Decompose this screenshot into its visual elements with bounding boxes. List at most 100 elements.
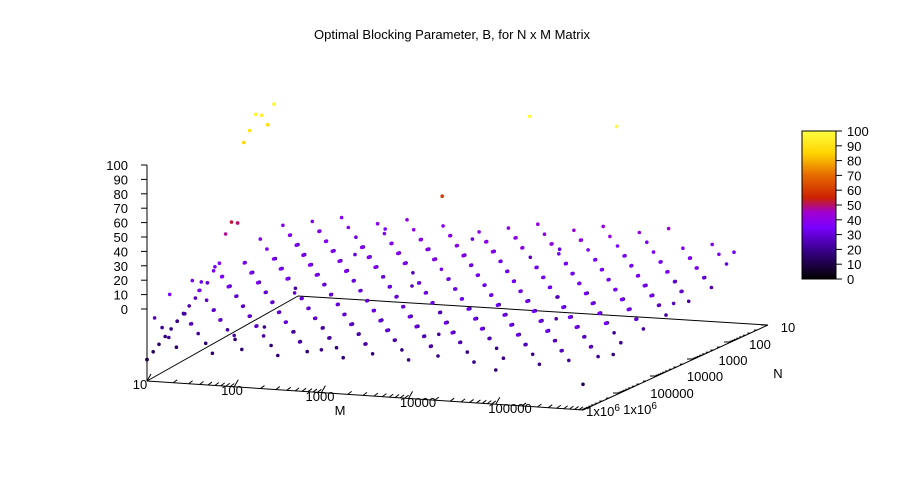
z-tick-label: 100 xyxy=(106,158,128,173)
data-point xyxy=(328,292,333,297)
n-tick-label: 10000 xyxy=(687,369,723,384)
data-point xyxy=(356,332,361,337)
data-point xyxy=(567,358,571,363)
data-point xyxy=(291,330,295,334)
data-point xyxy=(363,342,367,346)
data-point xyxy=(537,362,542,367)
data-point xyxy=(364,299,369,303)
data-point xyxy=(686,299,691,304)
data-point xyxy=(370,352,375,356)
data-point xyxy=(614,124,619,129)
data-point xyxy=(258,237,263,241)
data-point xyxy=(649,294,653,298)
data-point xyxy=(188,322,193,326)
data-point xyxy=(226,284,231,289)
data-point xyxy=(518,289,522,294)
data-point xyxy=(400,348,404,352)
data-point xyxy=(225,328,230,332)
data-point xyxy=(709,285,714,290)
z-tick-label: 20 xyxy=(114,273,128,288)
m-tick-label: 10 xyxy=(133,377,147,392)
data-point xyxy=(342,312,346,317)
data-point xyxy=(270,300,274,305)
data-point xyxy=(541,275,545,280)
data-point xyxy=(658,260,662,264)
data-point xyxy=(583,291,588,296)
data-point xyxy=(441,224,445,228)
data-point xyxy=(299,296,304,301)
m-tick-mark xyxy=(320,385,326,393)
z-tick-label: 80 xyxy=(114,187,128,202)
data-point xyxy=(297,340,302,344)
data-point xyxy=(307,263,312,267)
data-point xyxy=(502,313,507,317)
data-point xyxy=(407,315,412,319)
chart-title: Optimal Blocking Parameter, B, for N x M… xyxy=(314,27,590,42)
colorbar-tick-label: 40 xyxy=(847,213,861,228)
n-tick-label: 1x106 xyxy=(623,401,657,417)
data-point xyxy=(531,309,536,314)
m-tick-mark xyxy=(460,398,466,403)
data-point xyxy=(428,344,433,349)
data-point xyxy=(322,282,326,287)
data-point xyxy=(278,267,283,271)
data-point xyxy=(211,308,216,313)
z-tick-label: 30 xyxy=(114,259,128,274)
data-point xyxy=(335,302,340,307)
data-point xyxy=(597,311,601,316)
data-point xyxy=(494,368,498,372)
m-tick-mark xyxy=(382,393,387,398)
data-point xyxy=(599,268,604,272)
m-tick-mark xyxy=(476,399,481,404)
m-tick-mark xyxy=(404,394,409,399)
data-point xyxy=(717,252,721,257)
data-point xyxy=(439,267,444,272)
data-point xyxy=(314,273,319,277)
data-point xyxy=(606,278,610,282)
data-point xyxy=(450,331,455,335)
data-point xyxy=(383,227,388,231)
n-tick-label: 100 xyxy=(749,337,771,352)
data-point xyxy=(523,342,527,347)
m-tick-mark xyxy=(388,393,394,398)
data-point xyxy=(263,290,268,295)
data-point xyxy=(242,261,247,265)
data-point xyxy=(487,336,491,341)
colorbar-tick-label: 80 xyxy=(847,154,861,169)
data-point xyxy=(586,248,590,252)
data-point xyxy=(323,239,328,244)
data-point xyxy=(320,326,325,330)
data-point xyxy=(440,194,445,198)
data-point xyxy=(353,252,357,257)
data-point xyxy=(218,318,222,322)
data-point xyxy=(281,223,285,228)
data-point xyxy=(261,334,266,338)
data-point xyxy=(588,345,593,349)
data-point xyxy=(310,219,315,224)
m-tick-mark xyxy=(260,385,265,389)
data-point xyxy=(174,345,179,350)
data-point xyxy=(506,226,511,230)
m-tick-mark xyxy=(563,405,568,410)
m-tick-mark xyxy=(408,391,414,399)
data-point xyxy=(528,255,533,260)
data-point xyxy=(406,358,411,362)
m-tick-mark xyxy=(547,404,553,409)
data-point xyxy=(461,253,465,258)
data-point xyxy=(622,254,626,258)
colorbar-tick-label: 60 xyxy=(847,183,861,198)
m-tick-mark xyxy=(220,382,225,387)
data-point xyxy=(436,354,440,358)
data-point xyxy=(285,277,289,281)
data-point xyxy=(581,382,585,387)
data-point xyxy=(679,289,683,294)
data-point xyxy=(375,221,380,226)
z-tick-label: 40 xyxy=(114,244,128,259)
data-point xyxy=(484,240,488,244)
m-tick-mark xyxy=(487,400,492,405)
m-tick-mark xyxy=(146,373,152,382)
m-tick-mark xyxy=(574,406,579,410)
